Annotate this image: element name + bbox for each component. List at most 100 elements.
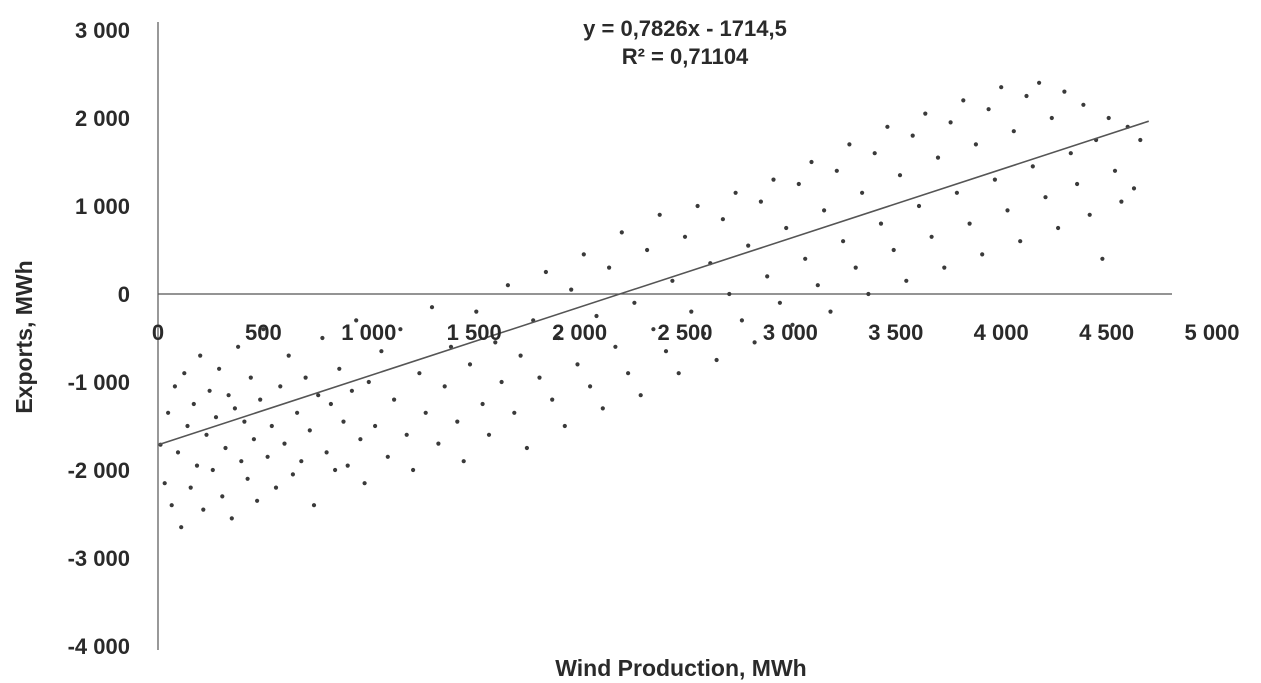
data-point xyxy=(307,428,312,433)
data-point xyxy=(967,221,972,226)
y-tick-label: -4 000 xyxy=(68,634,130,659)
x-tick-label: 4 000 xyxy=(974,320,1029,345)
data-point xyxy=(600,406,605,411)
x-tick-label: 2 000 xyxy=(552,320,607,345)
data-point xyxy=(878,221,884,226)
data-point xyxy=(518,353,523,358)
data-point xyxy=(486,432,492,437)
data-point xyxy=(207,388,212,393)
data-point xyxy=(201,507,206,512)
data-point xyxy=(853,265,858,270)
data-point xyxy=(809,159,814,165)
data-point xyxy=(229,516,234,521)
data-point xyxy=(1018,239,1023,244)
x-tick-label: 500 xyxy=(245,320,282,345)
data-point xyxy=(232,406,237,411)
trendline-line xyxy=(157,120,1150,446)
data-point xyxy=(689,309,694,314)
data-point xyxy=(815,283,820,288)
data-point xyxy=(480,401,485,407)
data-point xyxy=(784,225,789,231)
data-point xyxy=(885,124,890,129)
data-point xyxy=(226,393,231,398)
data-point xyxy=(942,265,947,270)
x-tick-label: 4 500 xyxy=(1079,320,1134,345)
data-point xyxy=(217,366,222,371)
y-tick-label: -2 000 xyxy=(68,458,130,483)
data-point xyxy=(251,437,256,442)
data-point xyxy=(1043,195,1048,200)
scatter-points xyxy=(158,80,1143,530)
data-point xyxy=(474,309,479,314)
data-point xyxy=(822,208,827,213)
data-point xyxy=(461,459,466,464)
data-point xyxy=(1011,129,1016,134)
data-point xyxy=(714,357,719,363)
y-axis-title: Exports, MWh xyxy=(11,260,37,413)
x-tick-labels: 0 500 1 000 1 500 2 000 2 500 3 000 3 500 4 000 4… xyxy=(152,320,1240,345)
data-point xyxy=(261,327,266,332)
data-point xyxy=(505,283,510,288)
data-point xyxy=(682,234,688,239)
data-point xyxy=(1005,208,1010,213)
data-point xyxy=(366,379,371,385)
data-point xyxy=(594,313,599,319)
data-point xyxy=(891,247,896,253)
data-point xyxy=(210,467,215,473)
data-point xyxy=(1030,164,1035,169)
data-point xyxy=(333,467,338,473)
x-tick-label: 0 xyxy=(152,320,164,345)
data-point xyxy=(607,265,612,270)
data-point xyxy=(328,401,333,407)
data-point xyxy=(185,423,190,429)
y-tick-label: -3 000 xyxy=(68,546,130,571)
data-point xyxy=(1075,181,1080,187)
data-point xyxy=(929,234,934,239)
data-point xyxy=(423,410,428,415)
x-tick-label: 1 500 xyxy=(447,320,502,345)
data-point xyxy=(162,481,167,486)
y-tick-label: 3 000 xyxy=(75,18,130,43)
data-point xyxy=(1112,168,1118,173)
data-point xyxy=(701,331,707,336)
data-point xyxy=(172,384,177,389)
data-point xyxy=(499,379,504,385)
data-point xyxy=(1100,256,1105,261)
data-point xyxy=(320,335,325,341)
data-point xyxy=(746,243,751,248)
data-point xyxy=(992,177,998,182)
data-point xyxy=(245,476,250,481)
data-point xyxy=(341,419,346,424)
data-point xyxy=(739,318,745,323)
y-tick-labels: 3 000 2 000 1 000 0 -1 000 -2 000 -3 000 -4 000 xyxy=(68,18,130,659)
data-point xyxy=(286,353,291,358)
data-point xyxy=(910,133,915,138)
data-point xyxy=(182,371,187,376)
data-point xyxy=(373,423,378,429)
data-point xyxy=(358,437,363,442)
data-point xyxy=(935,155,941,160)
data-point xyxy=(1056,225,1061,231)
data-point xyxy=(619,230,624,235)
data-point xyxy=(1087,212,1092,217)
data-point xyxy=(354,318,359,323)
data-point xyxy=(897,173,903,178)
data-point xyxy=(493,340,498,345)
data-point xyxy=(651,327,656,332)
x-tick-label: 5 000 xyxy=(1184,320,1239,345)
x-tick-label: 3 500 xyxy=(868,320,923,345)
data-point xyxy=(191,401,196,407)
data-point xyxy=(311,503,317,508)
data-point xyxy=(290,472,295,477)
data-point xyxy=(179,525,184,530)
data-point xyxy=(638,393,643,398)
data-point xyxy=(588,384,593,389)
data-point xyxy=(379,349,384,354)
data-point xyxy=(213,415,219,420)
data-point xyxy=(916,203,922,209)
data-point xyxy=(860,190,865,195)
data-point xyxy=(295,410,300,415)
data-point xyxy=(923,111,928,116)
data-point xyxy=(273,485,279,490)
data-point xyxy=(777,300,783,305)
